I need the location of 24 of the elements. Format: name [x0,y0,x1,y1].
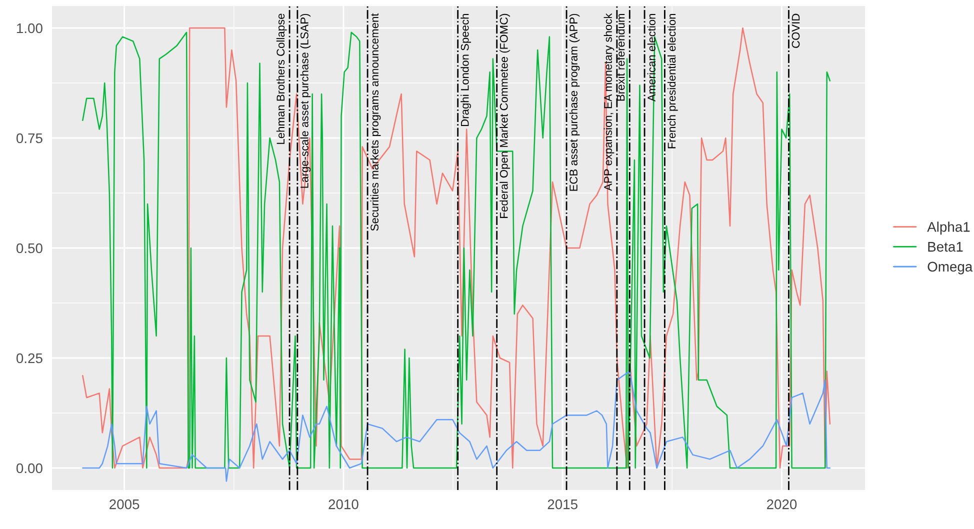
ref-line-label: Securities markets programs announcement [370,13,381,231]
y-tick-label: 0.25 [16,353,42,364]
y-tick-label: 0.00 [16,463,42,474]
x-tick-label: 2015 [548,499,578,510]
ref-line-label: APP expansion, EA monetary shock [604,13,614,191]
ref-line-label: COVID [792,14,800,48]
y-tick-label: 0.75 [16,133,42,144]
ref-line-label: Federal Open Market Commetee (FOMC) [500,14,510,218]
ref-line-label: French presidential election [667,14,678,148]
legend-label: Beta1 [928,242,963,252]
y-tick-label: 1.00 [17,23,42,34]
ref-line-label: American election [647,14,656,102]
ref-line-label: Brexit referendum [616,14,625,101]
ref-line-label: Draghi London Speech [460,14,471,126]
line-series [82,370,831,482]
x-tick-label: 2020 [766,499,797,510]
legend-label: Alpha1 [927,222,970,235]
ref-line-label: ECB asset purchase program (APP) [569,14,580,191]
y-tick-label: 0.50 [16,243,42,254]
x-tick-label: 2010 [328,499,358,510]
x-tick-label: 2005 [110,499,140,510]
legend-label: Omega [928,262,973,274]
ref-line-label: Lehman Brothers Collapse [276,14,287,144]
ref-line-label: Large-scale asset purchase (LSAP) [300,14,311,188]
